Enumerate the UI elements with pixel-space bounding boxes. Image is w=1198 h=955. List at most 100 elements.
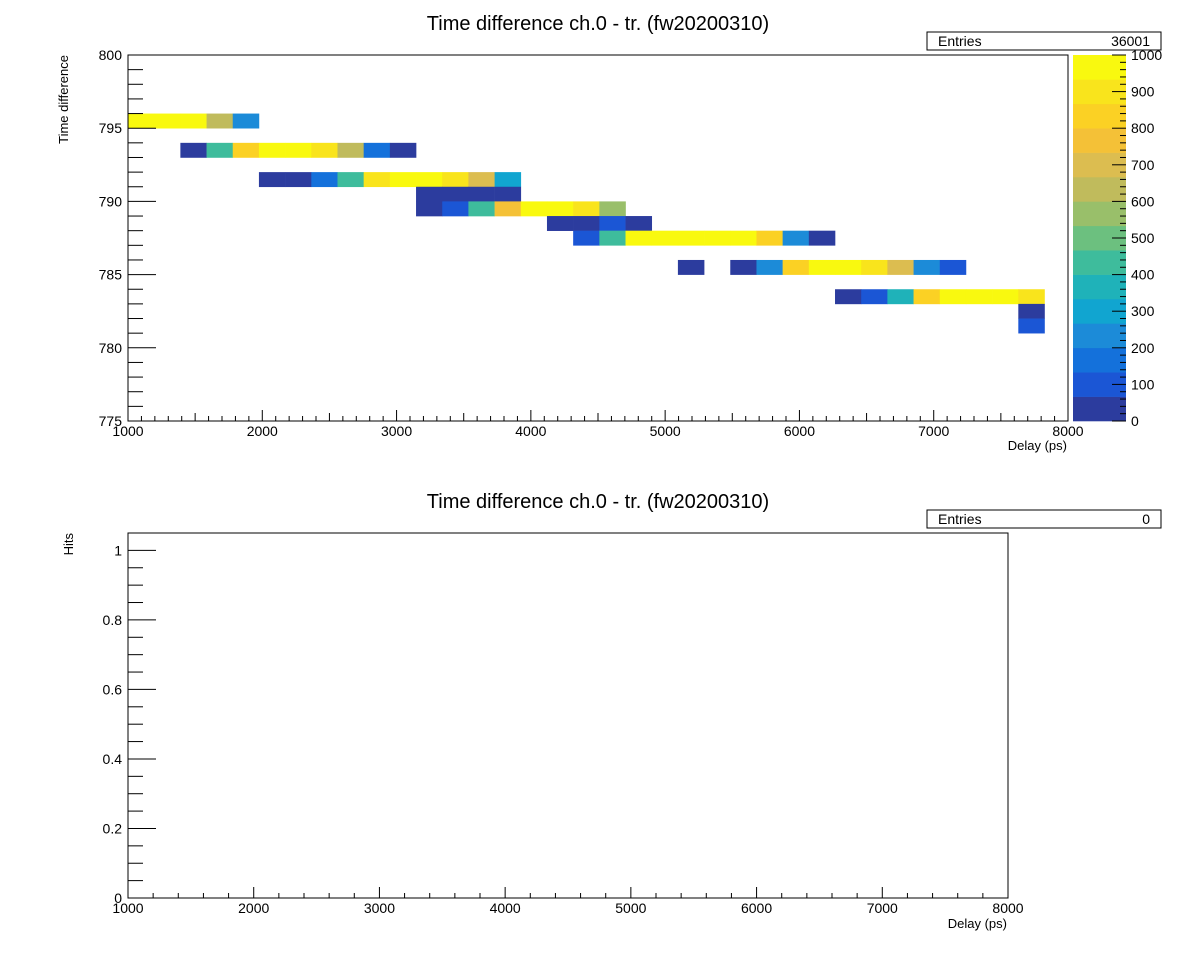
heatmap-cell <box>677 230 705 246</box>
heatmap-cell <box>285 142 312 158</box>
heatmap-cell <box>677 259 705 275</box>
top-y-axis-label: Time difference <box>56 55 71 144</box>
heatmap-cell <box>442 186 469 202</box>
heatmap-cell <box>939 289 967 305</box>
heatmap-cell <box>887 289 914 305</box>
x-tick-label: 8000 <box>1052 423 1083 439</box>
z-tick-label: 700 <box>1131 157 1155 173</box>
x-tick-label: 3000 <box>364 900 395 916</box>
heatmap-cell <box>285 172 312 188</box>
heatmap-cell <box>258 172 286 188</box>
x-tick-label: 5000 <box>615 900 646 916</box>
bottom-y-axis-label: Hits <box>61 533 76 556</box>
heatmap-cell <box>442 201 469 217</box>
y-tick-label: 0.2 <box>103 820 123 836</box>
heatmap-cell <box>730 259 757 275</box>
x-tick-label: 7000 <box>918 423 949 439</box>
bottom-chart-title: Time difference ch.0 - tr. (fw20200310) <box>427 491 769 513</box>
y-tick-label: 780 <box>99 340 123 356</box>
x-tick-label: 4000 <box>515 423 546 439</box>
z-tick-label: 100 <box>1131 376 1155 392</box>
top-x-axis: 1000 2000 3000 4000 5000 6000 7000 8000 <box>112 410 1084 439</box>
z-tick-label: 1000 <box>1131 47 1162 63</box>
heatmap-cell <box>782 230 810 246</box>
heatmap-cell <box>337 172 364 188</box>
heatmap-cell <box>965 289 993 305</box>
heatmap-cell <box>389 172 417 188</box>
heatmap-cell <box>468 186 495 202</box>
heatmap-cell <box>730 230 757 246</box>
bottom-y-axis: 0 0.2 0.4 0.6 0.8 1 <box>103 532 156 906</box>
heatmap-cell <box>128 113 155 129</box>
y-tick-label: 785 <box>99 267 123 283</box>
heatmap-cell <box>651 230 679 246</box>
bottom-x-axis-label: Delay (ps) <box>948 916 1007 931</box>
x-tick-label: 2000 <box>247 423 278 439</box>
y-tick-label: 790 <box>99 193 123 209</box>
heatmap-cell <box>363 142 391 158</box>
heatmap-cell <box>180 142 207 158</box>
heatmap-cell <box>546 201 574 217</box>
bottom-plot-frame <box>127 532 1009 899</box>
z-tick-label: 600 <box>1131 193 1155 209</box>
heatmap-cell <box>494 201 522 217</box>
heatmap-cell <box>1018 289 1045 305</box>
heatmap-cell <box>206 113 234 129</box>
heatmap-cell <box>861 289 888 305</box>
y-tick-label: 775 <box>99 413 123 429</box>
heatmap-cell <box>232 142 260 158</box>
heatmap-cell <box>808 259 836 275</box>
heatmap-cell <box>573 230 600 246</box>
x-tick-label: 3000 <box>381 423 412 439</box>
heatmap-cell <box>416 186 443 202</box>
y-tick-label: 0.8 <box>103 612 123 628</box>
top-x-axis-label: Delay (ps) <box>1008 438 1067 453</box>
z-tick-label: 300 <box>1131 303 1155 319</box>
heatmap-cell <box>363 172 391 188</box>
top-stats-label: Entries <box>938 33 982 49</box>
palette-swatch <box>1073 177 1126 202</box>
z-tick-label: 400 <box>1131 267 1155 283</box>
x-tick-label: 1000 <box>112 900 143 916</box>
heatmap-cell <box>232 113 260 129</box>
heatmap-cell <box>835 289 862 305</box>
heatmap-cell <box>599 230 626 246</box>
heatmap-cell <box>494 186 522 202</box>
heatmap-cell <box>1018 303 1045 319</box>
heatmap-cell <box>416 201 443 217</box>
heatmap-cell <box>468 201 495 217</box>
y-tick-label: 0 <box>114 890 122 906</box>
heatmap-cell <box>546 216 574 231</box>
heatmap-cell <box>992 289 1019 305</box>
bottom-chart: Time difference ch.0 - tr. (fw20200310) … <box>61 491 1162 931</box>
palette-swatch <box>1073 55 1126 80</box>
heatmap-cell <box>258 142 286 158</box>
palette-swatch <box>1073 274 1126 300</box>
heatmap-cell <box>389 142 417 158</box>
heatmap-cell <box>416 172 443 188</box>
palette-swatch <box>1073 323 1126 349</box>
heatmap-cell <box>154 113 181 129</box>
x-tick-label: 8000 <box>992 900 1023 916</box>
top-stats-value: 36001 <box>1111 33 1150 49</box>
heatmap-cell <box>782 259 810 275</box>
palette-swatch <box>1073 201 1126 227</box>
heatmap-cells <box>128 113 1045 334</box>
heatmap-cell <box>756 259 783 275</box>
x-tick-label: 6000 <box>741 900 772 916</box>
heatmap-cell <box>808 230 836 246</box>
z-tick-label: 0 <box>1131 413 1139 429</box>
x-tick-label: 4000 <box>490 900 521 916</box>
heatmap-cell <box>756 230 783 246</box>
bottom-x-axis: 1000 2000 3000 4000 5000 6000 7000 8000 <box>112 887 1024 916</box>
heatmap-cell <box>835 259 862 275</box>
x-tick-label: 2000 <box>238 900 269 916</box>
x-tick-label: 7000 <box>867 900 898 916</box>
heatmap-cell <box>913 259 941 275</box>
color-palette-axis: 0 100 200 300 400 500 600 700 800 900 1000 <box>1112 47 1162 429</box>
palette-swatch <box>1073 128 1126 153</box>
heatmap-cell <box>573 201 600 217</box>
bottom-stats-value: 0 <box>1142 511 1150 527</box>
heatmap-cell <box>704 230 731 246</box>
